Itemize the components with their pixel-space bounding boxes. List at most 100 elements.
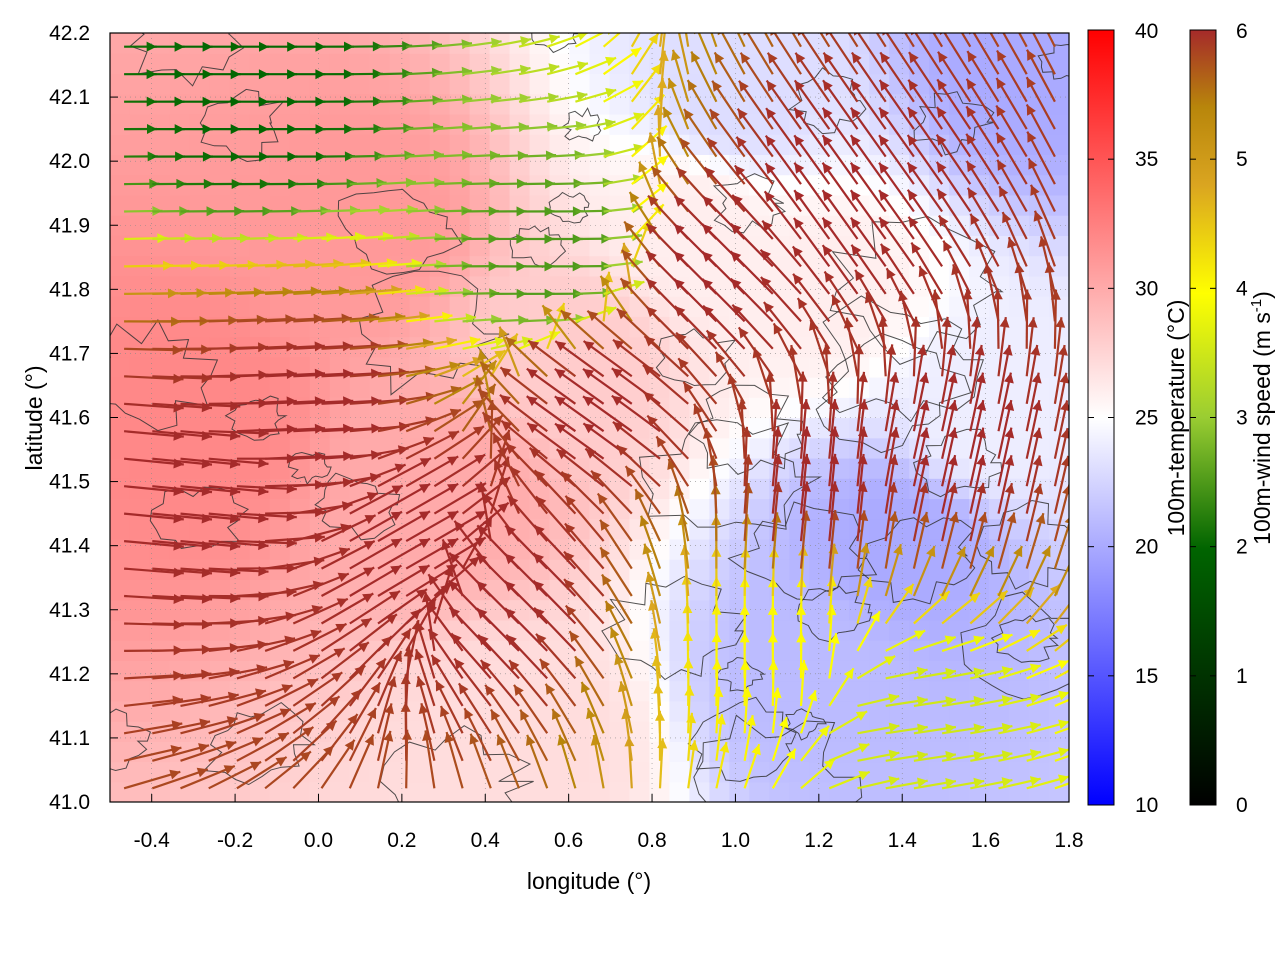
wind-vector-head — [475, 511, 487, 521]
wind-vector-shaft — [123, 512, 184, 521]
heat-cell — [629, 356, 651, 378]
wind-vector-head — [600, 519, 610, 531]
heat-cell — [169, 356, 191, 378]
wind-vector-head — [451, 633, 462, 645]
wind-vector — [677, 357, 718, 405]
wind-vector-head — [202, 124, 213, 135]
heat-cell — [269, 194, 291, 216]
heat-cell — [589, 700, 611, 722]
heat-cell — [209, 377, 231, 398]
wind-vector — [441, 539, 464, 597]
wind-vector-head — [535, 496, 547, 508]
wind-vector — [496, 734, 521, 789]
heat-cell — [929, 761, 950, 783]
heat-cell — [549, 559, 571, 580]
wind-vector — [265, 96, 298, 107]
wind-colorbar-tick-label: 1 — [1236, 665, 1248, 688]
wind-vector — [348, 657, 387, 707]
wind-vector — [526, 422, 577, 460]
wind-vector-head — [174, 69, 185, 80]
wind-vector — [264, 702, 317, 735]
wind-vector — [349, 96, 383, 107]
wind-vector-head — [583, 368, 595, 379]
heat-cell — [229, 599, 251, 621]
heat-cell — [929, 721, 950, 742]
heat-cell — [749, 275, 770, 297]
wind-vector — [377, 564, 431, 597]
wind-vector-head — [565, 495, 576, 507]
heat-cell — [269, 33, 291, 54]
wind-vector — [477, 633, 520, 680]
heat-cell — [509, 377, 531, 398]
heat-cell — [689, 518, 710, 540]
wind-vector — [1025, 372, 1042, 432]
wind-vector — [906, 189, 944, 240]
heat-cell — [549, 781, 571, 802]
wind-vector — [377, 537, 431, 570]
wind-vector — [715, 741, 730, 789]
wind-vector — [1025, 317, 1038, 377]
wind-vector-shaft — [1054, 669, 1069, 680]
y-tick-label: 41.8 — [49, 278, 90, 301]
wind-vector-shaft — [875, 33, 887, 48]
wind-vector-head — [708, 455, 719, 466]
wind-vector — [557, 734, 577, 789]
heat-cell — [809, 498, 830, 520]
heat-cell — [329, 134, 351, 156]
wind-vector — [236, 756, 288, 790]
heat-cell — [209, 33, 231, 54]
wind-vector-head — [474, 375, 485, 387]
heat-cell — [229, 356, 251, 378]
wind-vector-head — [853, 33, 859, 36]
heat-cell — [949, 437, 970, 459]
wind-vector-head — [702, 196, 714, 207]
heat-cell — [269, 154, 291, 176]
wind-vector-head — [478, 389, 489, 400]
wind-vector — [377, 510, 431, 543]
heat-cell — [149, 113, 171, 135]
heat-cell — [489, 296, 511, 317]
heat-cell — [1009, 336, 1030, 358]
wind-vector — [771, 748, 797, 789]
wind-vector-head — [198, 743, 209, 753]
wind-vector — [602, 33, 622, 48]
wind-vector-shaft — [265, 372, 326, 378]
wind-vector-head — [310, 629, 322, 640]
wind-vector — [711, 80, 746, 130]
plot-area — [109, 32, 1070, 803]
wind-vector — [123, 745, 182, 762]
wind-vector-head — [514, 684, 524, 696]
wind-vector-head — [343, 96, 354, 107]
wind-vector — [772, 322, 802, 377]
wind-vector-head — [870, 611, 880, 623]
wind-vector — [504, 607, 548, 652]
wind-vector-head — [767, 52, 778, 64]
heat-cell — [509, 619, 531, 641]
wind-vector — [508, 659, 549, 707]
heat-cell — [869, 437, 890, 459]
heat-cell — [669, 599, 690, 621]
heat-cell — [769, 599, 790, 621]
wind-vector-head — [973, 695, 985, 706]
contour-line — [509, 225, 567, 268]
wind-vector — [764, 33, 774, 48]
wind-vector — [124, 69, 157, 80]
heat-cell — [569, 721, 591, 742]
heat-cell — [449, 781, 471, 802]
wind-vector-head — [146, 69, 157, 80]
wind-vector-head — [1058, 774, 1069, 785]
heat-cell — [469, 194, 491, 216]
wind-vector-head — [360, 618, 372, 628]
wind-vector — [631, 154, 669, 185]
wind-vector — [731, 194, 774, 240]
wind-vector — [912, 344, 927, 404]
heat-cell — [649, 336, 671, 358]
wind-vector — [1038, 236, 1056, 295]
wind-vector — [377, 627, 412, 680]
wind-vector — [878, 134, 915, 185]
heat-cell — [749, 457, 770, 479]
heat-cell — [110, 660, 131, 682]
heat-cell — [329, 53, 351, 75]
wind-vector — [418, 703, 436, 762]
heat-cell — [289, 93, 311, 115]
